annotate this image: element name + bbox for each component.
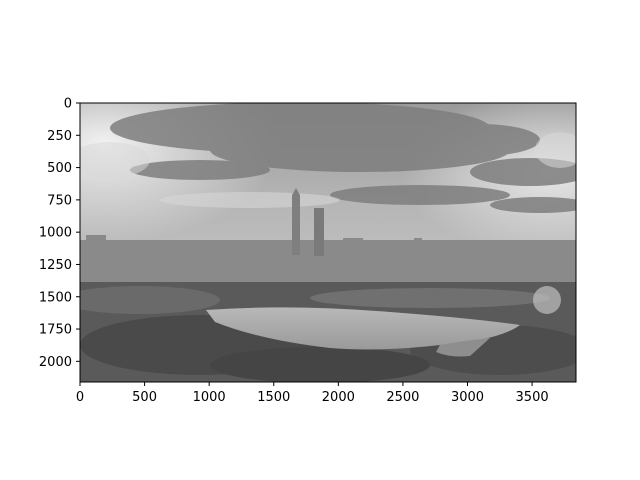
x-tick-label: 1000 [193, 390, 226, 405]
y-tick-label: 0 [64, 97, 72, 112]
x-tick-label: 0 [76, 390, 84, 405]
photo-image [80, 103, 576, 382]
x-tick-label: 2000 [322, 390, 355, 405]
x-tick-label: 500 [132, 390, 157, 405]
y-tick-label: 1750 [39, 323, 72, 338]
x-tick-label: 3000 [451, 390, 484, 405]
x-tick-label: 2500 [386, 390, 419, 405]
lake [206, 307, 520, 357]
x-tick-label: 1500 [257, 390, 290, 405]
y-tick-label: 750 [47, 193, 72, 208]
city-skyline [80, 188, 576, 290]
y-tick-label: 2000 [39, 355, 72, 370]
x-axis: 0 500 1000 1500 2000 2500 3000 3500 [76, 382, 549, 405]
y-axis: 0 250 500 750 1000 1250 1500 1750 2000 [39, 97, 80, 370]
y-tick-label: 1250 [39, 258, 72, 273]
axes-frame [79, 102, 577, 383]
y-tick-label: 500 [47, 161, 72, 176]
y-tick-label: 250 [47, 129, 72, 144]
cloud-layer [110, 103, 576, 213]
x-tick-label: 3500 [516, 390, 549, 405]
y-tick-label: 1500 [39, 290, 72, 305]
y-tick-label: 1000 [39, 226, 72, 241]
